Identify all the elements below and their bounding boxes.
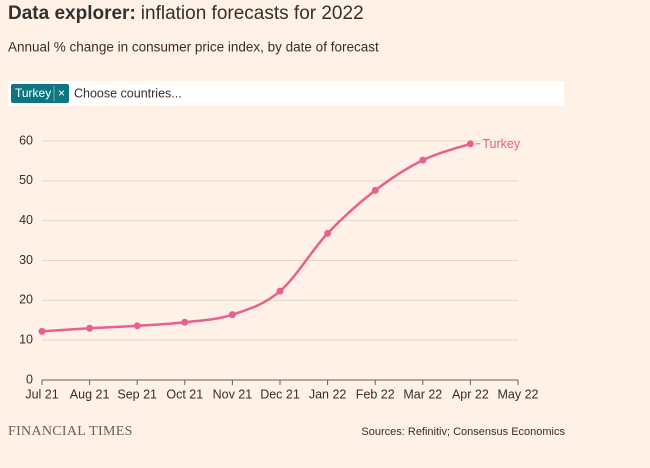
x-tick-label: May 22 <box>498 387 539 401</box>
country-search[interactable] <box>8 81 564 106</box>
point <box>38 327 46 335</box>
x-tick-label: Dec 21 <box>260 387 300 401</box>
y-tick-label: 60 <box>19 133 33 147</box>
chip-remove[interactable]: × <box>58 86 65 100</box>
title: Data explorer: inflation forecasts for 20… <box>8 3 364 24</box>
point <box>371 186 379 194</box>
series-line <box>41 142 471 333</box>
subtitle: Annual % change in consumer price index,… <box>8 40 379 55</box>
x-tick-label: Jan 22 <box>309 387 347 401</box>
point <box>276 287 284 295</box>
point <box>133 322 141 330</box>
point <box>86 324 94 332</box>
brand: FINANCIAL TIMES <box>8 424 133 439</box>
point <box>228 311 236 319</box>
x-tick-label: Feb 22 <box>356 387 395 401</box>
point <box>466 140 474 148</box>
x-tick-label: Jul 21 <box>25 387 58 401</box>
x-tick-label: Apr 22 <box>452 387 489 401</box>
x-tick-label: Oct 21 <box>166 387 203 401</box>
y-tick-label: 20 <box>19 293 33 307</box>
point <box>181 318 189 326</box>
source: Sources: Refinitiv; Consensus Economics <box>361 426 565 438</box>
search-placeholder[interactable]: Choose countries... <box>74 86 182 100</box>
x-tick-label: Nov 21 <box>213 387 253 401</box>
y-tick-label: 0 <box>26 372 33 386</box>
point <box>324 229 332 237</box>
x-tick-label: Aug 21 <box>70 387 110 401</box>
series-label: Turkey <box>482 137 520 151</box>
y-tick-label: 40 <box>19 213 33 227</box>
point <box>419 156 427 164</box>
title-lead: Data explorer: <box>8 3 136 24</box>
y-tick-label: 10 <box>19 332 33 346</box>
y-tick-label: 50 <box>19 173 33 187</box>
title-text: inflation forecasts for 2022 <box>141 3 364 24</box>
chip-label: Turkey <box>15 86 51 100</box>
x-tick-label: Sep 21 <box>117 387 157 401</box>
x-tick-label: Mar 22 <box>403 387 442 401</box>
y-tick-label: 30 <box>19 253 33 267</box>
